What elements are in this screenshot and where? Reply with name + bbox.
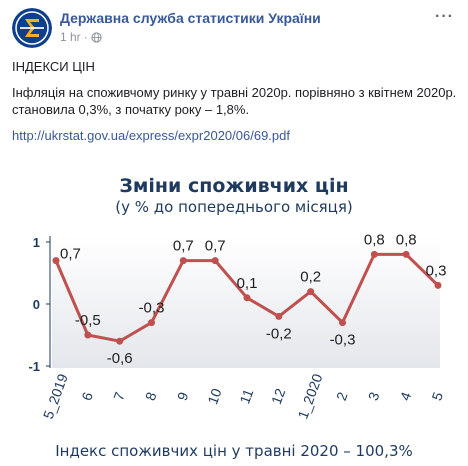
x-tick-label-6: 11 bbox=[236, 387, 256, 406]
post-meta: 1 hr · bbox=[60, 30, 102, 44]
data-label-4: 0,7 bbox=[173, 238, 194, 255]
data-points bbox=[52, 250, 442, 345]
chart-footer: Індекс споживчих цін у травні 2020 – 100… bbox=[55, 442, 413, 460]
data-point-9 bbox=[339, 319, 346, 327]
data-label-6: 0,1 bbox=[237, 275, 258, 292]
data-label-0: 0,7 bbox=[60, 246, 81, 263]
post-link[interactable]: http://ukrstat.gov.ua/express/expr2020/0… bbox=[12, 128, 290, 143]
chart-image[interactable]: Зміни споживчих цін (у % до попереднього… bbox=[0, 166, 468, 466]
post-header: Державна служба статистики України 1 hr … bbox=[12, 8, 458, 50]
data-point-12 bbox=[434, 281, 442, 289]
data-point-11 bbox=[402, 250, 410, 258]
data-label-1: -0,5 bbox=[75, 312, 101, 329]
post-heading: ІНДЕКСИ ЦІН bbox=[12, 59, 95, 74]
meta-separator: · bbox=[83, 30, 88, 44]
chart-title: Зміни споживчих цін bbox=[119, 175, 348, 197]
y-tick-label-2: -1 bbox=[28, 359, 40, 374]
data-point-10 bbox=[370, 250, 378, 258]
data-point-0 bbox=[52, 257, 60, 265]
data-label-12: 0,3 bbox=[426, 262, 447, 279]
data-point-2 bbox=[116, 337, 124, 345]
page-name-link[interactable]: Державна служба статистики України bbox=[60, 10, 321, 26]
chart-subtitle: (у % до попереднього місяця) bbox=[115, 198, 352, 216]
data-label-9: -0,3 bbox=[330, 332, 356, 349]
data-point-5 bbox=[211, 257, 219, 265]
y-tick-label-1: 0 bbox=[33, 297, 40, 312]
data-label-5: 0,7 bbox=[205, 238, 226, 255]
post-options-button[interactable]: ··· bbox=[435, 8, 454, 25]
data-label-8: 0,2 bbox=[300, 269, 321, 286]
data-labels: 0,7 -0,5 -0,6 -0,3 0,7 0,7 0,1 -0,2 0,2 -0,3 0,8 0,… bbox=[60, 231, 446, 367]
plot-area bbox=[52, 236, 440, 368]
data-point-4 bbox=[179, 257, 187, 265]
x-tick-label-7: 12 bbox=[268, 386, 288, 406]
post-time[interactable]: 1 hr bbox=[60, 30, 81, 44]
data-label-10: 0,8 bbox=[364, 231, 385, 248]
data-point-8 bbox=[307, 288, 315, 296]
y-tick-label-0: 1 bbox=[33, 235, 40, 250]
data-label-3: -0,3 bbox=[139, 300, 165, 317]
data-label-2: -0,6 bbox=[107, 350, 133, 367]
data-point-3 bbox=[148, 319, 155, 327]
data-point-6 bbox=[243, 294, 251, 302]
x-tick-label-5: 10 bbox=[204, 386, 224, 406]
sigma-logo-icon bbox=[12, 8, 52, 48]
data-label-7: -0,2 bbox=[266, 325, 292, 342]
post-paragraph: Інфляція на споживчому ринку у травні 20… bbox=[12, 85, 457, 117]
page-avatar[interactable] bbox=[12, 8, 52, 48]
data-point-1 bbox=[84, 331, 92, 339]
post-body: ІНДЕКСИ ЦІН Інфляція на споживчому ринку… bbox=[12, 58, 458, 153]
y-axis: 1 0 -1 bbox=[28, 235, 51, 374]
line-chart: Зміни споживчих цін (у % до попереднього… bbox=[0, 166, 468, 466]
data-point-7 bbox=[275, 312, 283, 320]
data-label-11: 0,8 bbox=[396, 231, 417, 248]
globe-icon[interactable] bbox=[91, 31, 102, 43]
